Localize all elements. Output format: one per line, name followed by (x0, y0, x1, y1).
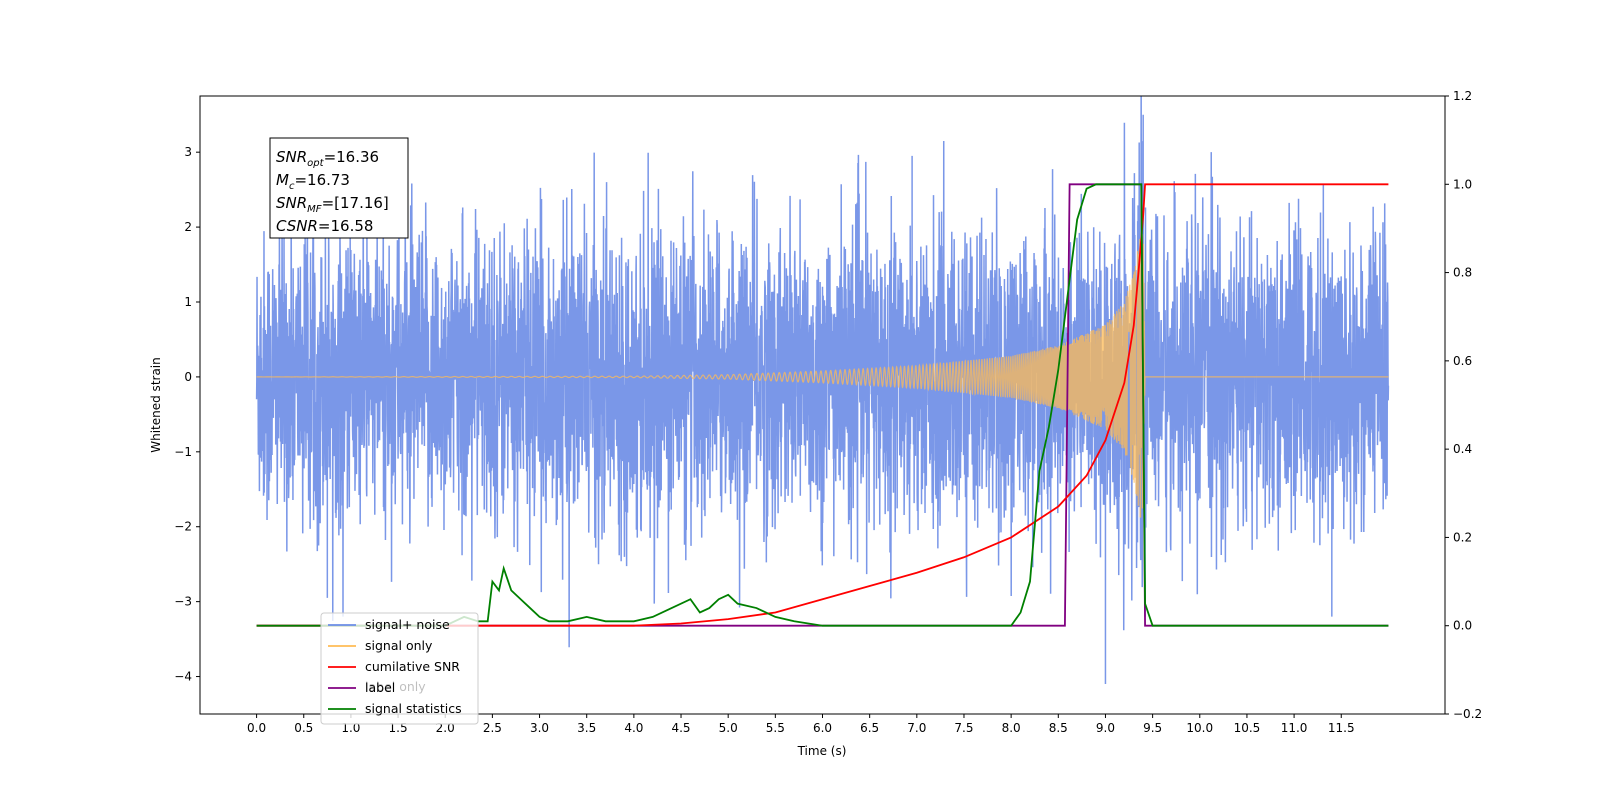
y2-tick-label: 0.4 (1453, 442, 1472, 456)
y2-tick-label: 1.2 (1453, 89, 1472, 103)
legend-entry: label (365, 680, 395, 695)
info-box-line: SNRopt=16.36 (276, 148, 379, 169)
x-tick-label: 2.5 (483, 721, 502, 735)
x-tick-label: 4.5 (671, 721, 690, 735)
x-tick-label: 11.0 (1281, 721, 1308, 735)
legend: label only signal+ noise signal only cumila… (320, 612, 479, 725)
y2-tick-label: 0.8 (1453, 266, 1472, 280)
plot-area (255, 96, 1390, 685)
y2-tick-label: 0.6 (1453, 354, 1472, 368)
y2-tick-label: 1.0 (1453, 177, 1472, 191)
x-tick-label: 3.5 (577, 721, 596, 735)
legend-entry: cumilative SNR (365, 659, 460, 674)
y-tick-label: −1 (174, 445, 192, 459)
y-tick-label: 0 (184, 370, 192, 384)
x-tick-label: 5.0 (719, 721, 738, 735)
x-tick-label: 11.5 (1328, 721, 1355, 735)
x-tick-label: 9.0 (1096, 721, 1115, 735)
x-tick-label: 4.0 (624, 721, 643, 735)
y-tick-label: 2 (184, 220, 192, 234)
info-box-line: SNRMF=[17.16] (276, 194, 389, 215)
y-tick-label: 1 (184, 295, 192, 309)
y-axis-right: −0.2 0.0 0.2 0.4 0.6 0.8 1.0 1.2 (1445, 89, 1482, 721)
x-tick-label: 7.5 (954, 721, 973, 735)
y2-tick-label: −0.2 (1453, 707, 1482, 721)
legend-entry: signal only (365, 638, 433, 653)
x-tick-label: 10.0 (1186, 721, 1213, 735)
info-box-frame (269, 137, 409, 239)
x-tick-label: 3.0 (530, 721, 549, 735)
y2-tick-label: 0.2 (1453, 530, 1472, 544)
y-axis-left: −4 −3 −2 −1 0 1 2 3 (174, 145, 200, 684)
y-tick-label: −3 (174, 595, 192, 609)
x-tick-label: 6.5 (860, 721, 879, 735)
legend-entry: signal+ noise (365, 617, 450, 632)
y-axis-label: Whitened strain (149, 357, 163, 453)
series-signal-only (256, 231, 1389, 518)
x-tick-label: 5.5 (766, 721, 785, 735)
info-box-line: CSNR=16.58 (276, 217, 373, 235)
legend-ghost-text: label only (365, 679, 426, 694)
series-signal-statistics (256, 183, 1389, 627)
x-tick-label: 10.5 (1234, 721, 1261, 735)
x-axis-label: Time (s) (797, 744, 847, 758)
y-tick-label: −4 (174, 670, 192, 684)
x-tick-label: 0.0 (247, 721, 266, 735)
legend-frame (320, 612, 479, 725)
info-box-line: Mc=16.73 (276, 171, 350, 192)
x-tick-label: 6.0 (813, 721, 832, 735)
legend-entry: signal statistics (365, 701, 462, 716)
y-tick-label: 3 (184, 145, 192, 159)
x-tick-label: 0.5 (294, 721, 313, 735)
x-tick-label: 7.0 (907, 721, 926, 735)
x-tick-label: 8.0 (1002, 721, 1021, 735)
x-tick-label: 9.5 (1143, 721, 1162, 735)
y-tick-label: −2 (174, 520, 192, 534)
x-tick-label: 8.5 (1049, 721, 1068, 735)
y2-tick-label: 0.0 (1453, 619, 1472, 633)
